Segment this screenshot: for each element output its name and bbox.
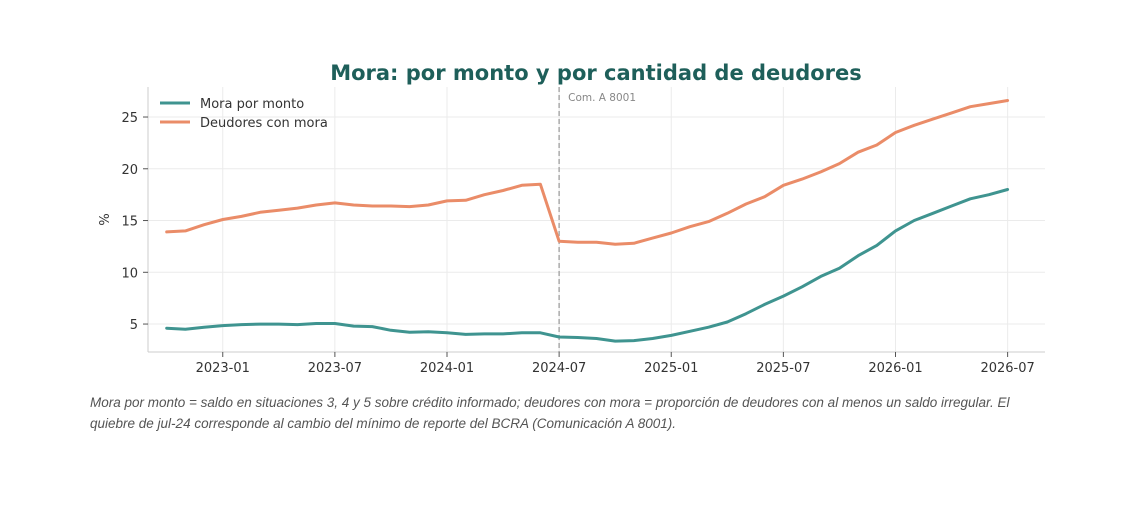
y-axis-label: % bbox=[98, 213, 113, 225]
x-tick-label: 2024-01 bbox=[420, 361, 474, 376]
legend-label: Mora por monto bbox=[200, 97, 304, 112]
y-tick-label: 20 bbox=[121, 163, 138, 178]
grid bbox=[148, 87, 1045, 352]
y-tick-label: 15 bbox=[121, 215, 138, 230]
line-chart: Mora: por monto y por cantidad de deudor… bbox=[98, 61, 1045, 376]
y-tick-label: 25 bbox=[121, 111, 138, 126]
series-lines bbox=[165, 99, 1010, 343]
x-tick-label: 2026-01 bbox=[868, 361, 922, 376]
x-tick-label: 2023-01 bbox=[196, 361, 250, 376]
x-tick-label: 2025-01 bbox=[644, 361, 698, 376]
series-line-deudores-con-mora bbox=[165, 99, 1010, 246]
x-tick-label: 2026-07 bbox=[980, 361, 1034, 376]
legend: Mora por monto Deudores con mora bbox=[160, 97, 328, 131]
legend-label: Deudores con mora bbox=[200, 116, 328, 131]
series-line-mora-por-monto bbox=[165, 188, 1010, 343]
x-tick-label: 2024-07 bbox=[532, 361, 586, 376]
x-tick-label: 2023-07 bbox=[308, 361, 362, 376]
chart-caption: Mora por monto = saldo en situaciones 3,… bbox=[90, 395, 1010, 431]
y-tick-label: 5 bbox=[130, 318, 138, 333]
annotation-label: Com. A 8001 bbox=[568, 92, 636, 104]
y-tick-label: 10 bbox=[121, 266, 138, 281]
x-axis-ticks: 2023-01 2023-07 2024-01 2024-07 2025-01 2025-… bbox=[196, 352, 1035, 376]
chart-title: Mora: por monto y por cantidad de deudor… bbox=[330, 61, 862, 85]
x-tick-label: 2025-07 bbox=[756, 361, 810, 376]
annotations: Com. A 8001 bbox=[558, 87, 636, 352]
y-axis-ticks: 5 10 15 20 25 bbox=[121, 111, 148, 333]
